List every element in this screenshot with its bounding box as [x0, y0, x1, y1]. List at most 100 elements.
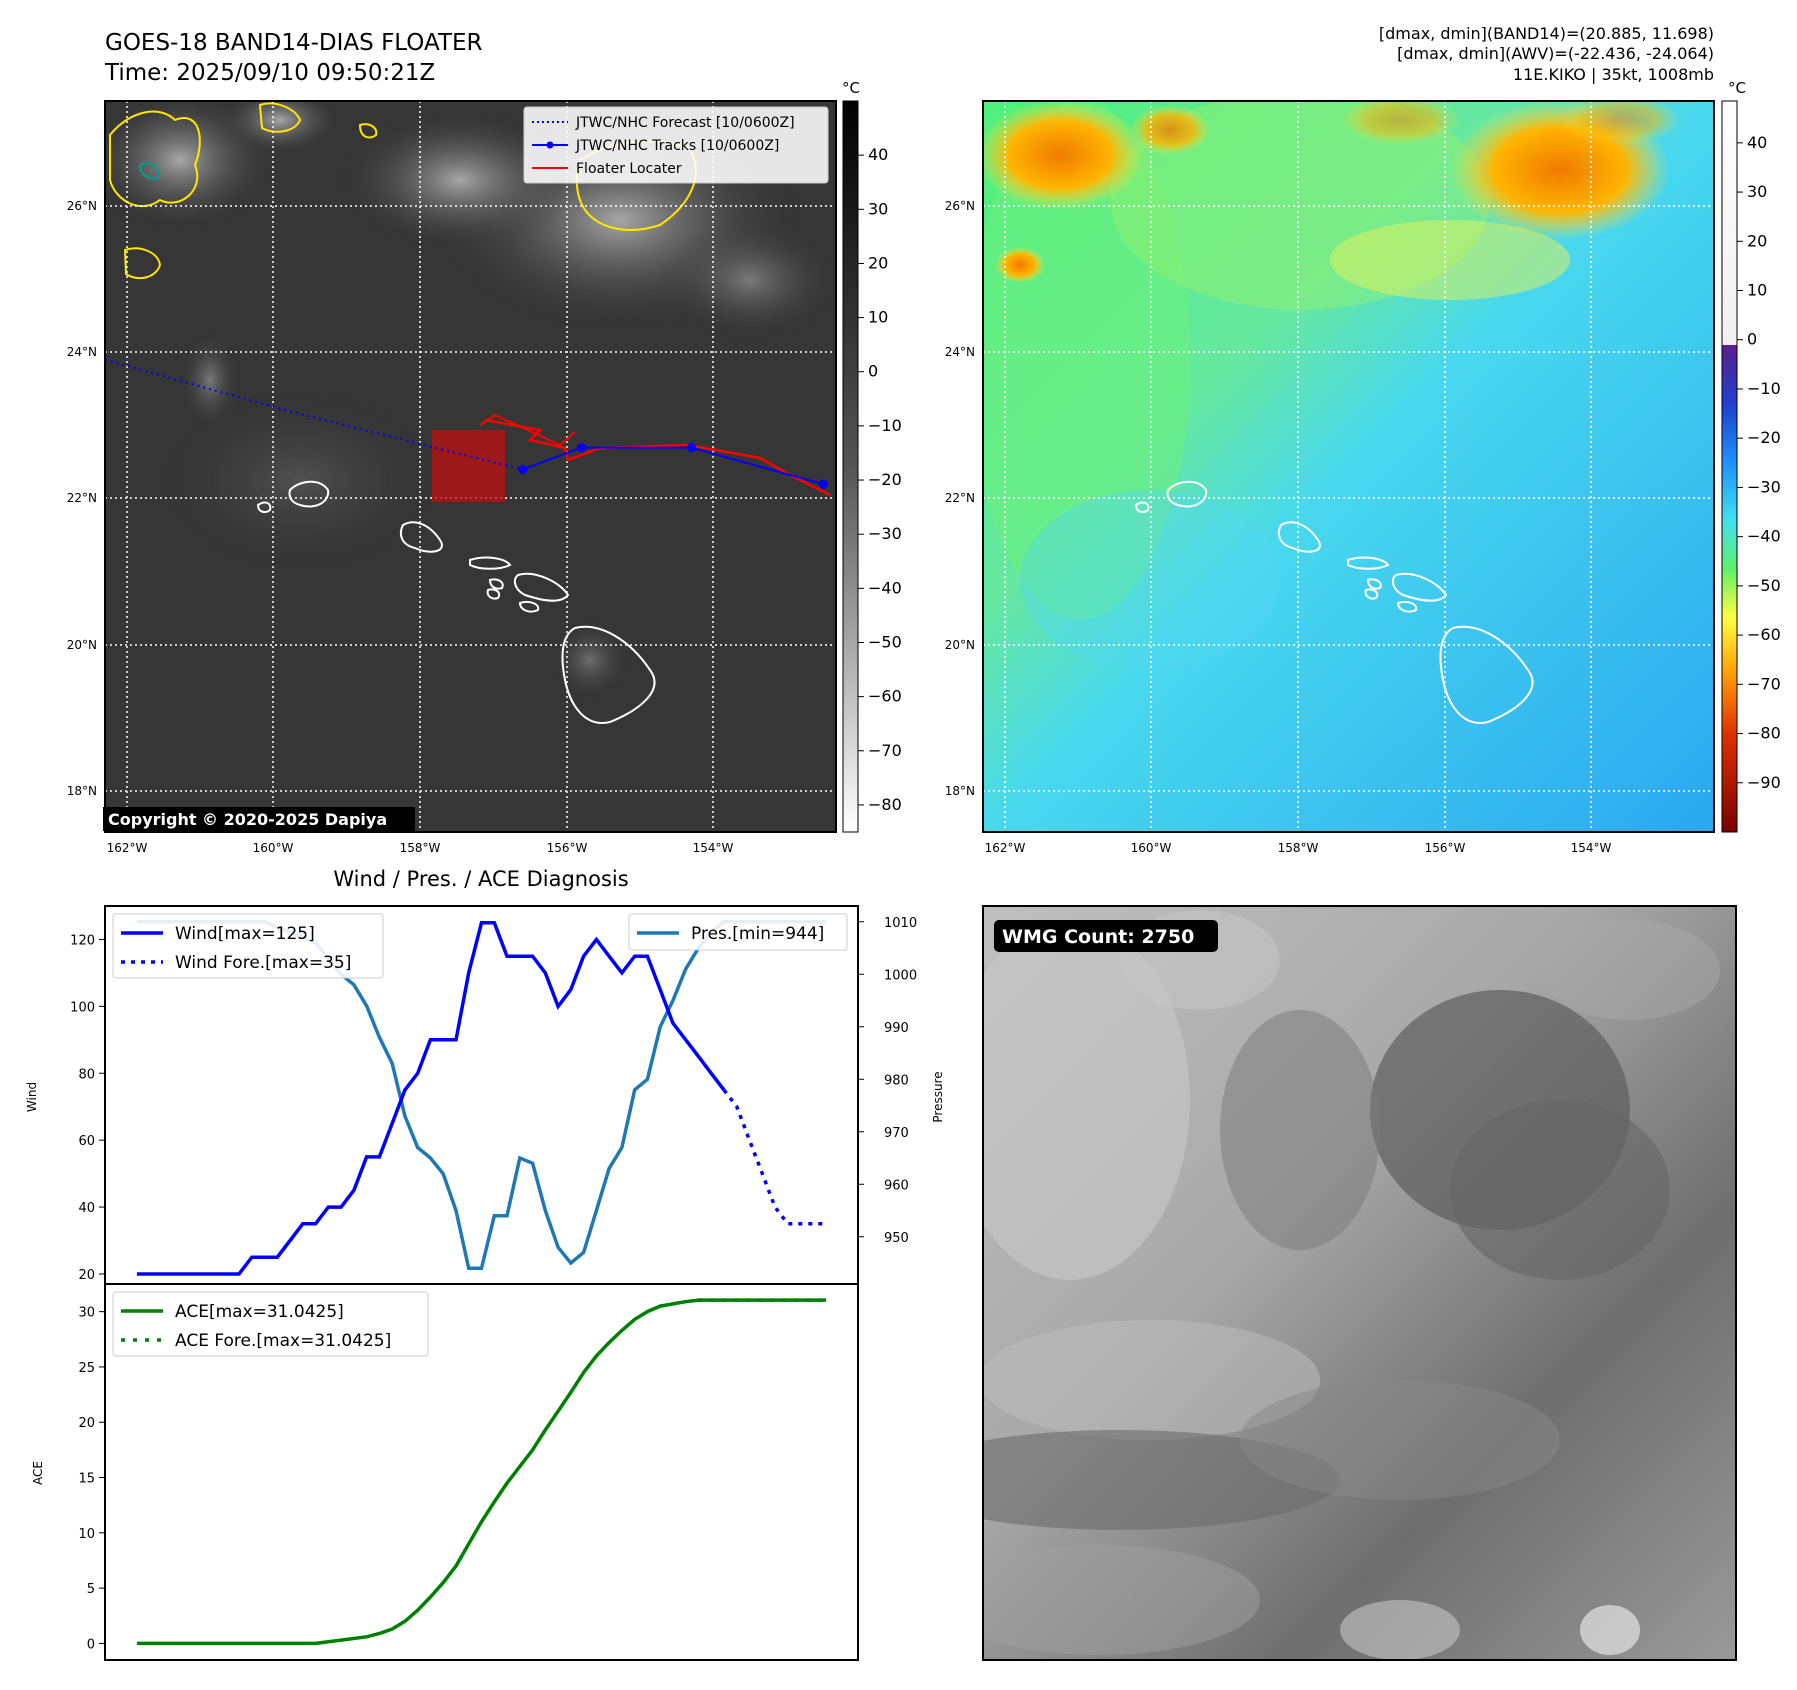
- colorbar-tick-label: −90: [1747, 773, 1781, 792]
- colorbar-tick-label: −80: [868, 795, 902, 814]
- ace-y-tick-label: 10: [78, 1527, 95, 1542]
- ir-lon-label: 154°W: [693, 841, 734, 855]
- colorbar-tick-label: 20: [1747, 231, 1767, 250]
- wv-lon-label: 156°W: [1425, 841, 1466, 855]
- wv-lon-label: 158°W: [1278, 841, 1319, 855]
- ace-y-tick-label: 5: [87, 1582, 95, 1597]
- ir-lat-label: 22°N: [67, 491, 97, 505]
- wv-lat-label: 20°N: [945, 638, 975, 652]
- ir-cold-core: [138, 162, 160, 180]
- wv-colorbar: °C 40 30 20 10 0 −10 −20 −30 −40 −50 −60 −70 −80 −90: [1721, 79, 1781, 833]
- wind-forecast-series-line: [722, 1088, 827, 1226]
- pressure-legend: Pres.[min=944]: [628, 913, 848, 951]
- ir-cloud-field: [105, 101, 836, 700]
- ir-coastlines: [256, 480, 656, 724]
- ir-lat-labels: 26°N 24°N 22°N 20°N 18°N: [67, 199, 97, 798]
- ace-y-tick-label: 30: [78, 1306, 95, 1321]
- track-point: [518, 465, 528, 475]
- legend-locater-label: Floater Locater: [576, 161, 682, 177]
- floater-locater-detail: [479, 413, 576, 447]
- colorbar-tick-label: −70: [868, 741, 902, 760]
- colorbar-tick-label: 30: [1747, 182, 1767, 201]
- colorbar-tick-label: −10: [1747, 379, 1781, 398]
- colorbar-tick-label: −30: [868, 524, 902, 543]
- colorbar-tick-label: 40: [868, 145, 888, 164]
- colorbar-tick-label: −60: [868, 687, 902, 706]
- ace-series-line: [136, 1298, 827, 1646]
- wind-axis-label: Wind: [25, 1082, 39, 1112]
- ir-lat-label: 24°N: [67, 345, 97, 359]
- colorbar-tick-label: −20: [868, 470, 902, 489]
- ace-y-tick-label: 15: [78, 1472, 95, 1487]
- info-line1: [dmax, dmin](BAND14)=(20.885, 11.698): [1379, 24, 1714, 43]
- colorbar-tick-label: −30: [1747, 477, 1781, 496]
- colorbar-tick-label: −10: [868, 416, 902, 435]
- forecast-track-line: [105, 358, 524, 471]
- colorbar-tick-label: 20: [868, 253, 888, 272]
- legend-track-label: JTWC/NHC Tracks [10/0600Z]: [575, 138, 779, 154]
- wind-y-tick-label: 120: [70, 933, 95, 948]
- track-point: [576, 443, 586, 453]
- wind-y-tick-label: 40: [78, 1201, 95, 1216]
- ir-legend: JTWC/NHC Forecast [10/0600Z] JTWC/NHC Tr…: [523, 106, 829, 184]
- legend-ace-label: ACE[max=31.0425]: [175, 1302, 344, 1322]
- copyright-text: Copyright © 2020-2025 Dapiya: [108, 810, 387, 829]
- wv-lat-label: 22°N: [945, 491, 975, 505]
- wv-lat-label: 26°N: [945, 199, 975, 213]
- ace-plot-frame: [104, 1283, 859, 1661]
- wv-lat-label: 24°N: [945, 345, 975, 359]
- pressure-axis-label: Pressure: [931, 1071, 945, 1122]
- colorbar-tick-label: −70: [1747, 674, 1781, 693]
- title-line1: GOES-18 BAND14-DIAS FLOATER: [105, 30, 483, 56]
- ir-map-panel: JTWC/NHC Forecast [10/0600Z] JTWC/NHC Tr…: [67, 100, 837, 855]
- colorbar-tick-label: 0: [1747, 330, 1757, 349]
- storm-track-points: [518, 443, 828, 489]
- wv-lon-labels: 162°W 160°W 158°W 156°W 154°W: [985, 841, 1612, 855]
- wv-lat-labels: 26°N 24°N 22°N 20°N 18°N: [945, 199, 975, 798]
- wmg-panel: WMG Count: 2750: [982, 905, 1737, 1661]
- ir-map-frame: [104, 100, 837, 833]
- legend-wind-label: Wind[max=125]: [175, 924, 315, 944]
- ir-lon-label: 156°W: [547, 841, 588, 855]
- wv-colorbar-ramp-cold: [1722, 345, 1737, 832]
- ir-colorbar-unit: °C: [842, 79, 860, 97]
- wv-map-frame: [982, 100, 1715, 833]
- wv-moisture-field: [983, 101, 1680, 670]
- legend-ace-forecast-label: ACE Fore.[max=31.0425]: [175, 1331, 391, 1351]
- ace-y-tick-label: 25: [78, 1361, 95, 1376]
- colorbar-tick-label: −50: [868, 632, 902, 651]
- colorbar-tick-label: 40: [1747, 133, 1767, 152]
- ace-chart: 0 5 10 15 20 25 30 ACE ACE[max=31.0425] ACE Fo…: [31, 1283, 859, 1661]
- wv-map-panel: 162°W 160°W 158°W 156°W 154°W 26°N 24°N …: [945, 100, 1715, 855]
- ir-lat-label: 20°N: [67, 638, 97, 652]
- wv-grid: [983, 101, 1714, 832]
- colorbar-tick-label: −80: [1747, 724, 1781, 743]
- wmg-texture: [983, 910, 1720, 1660]
- ir-lon-label: 160°W: [253, 841, 294, 855]
- ace-axis-label: ACE: [31, 1461, 45, 1485]
- wind-y-tick-label: 100: [70, 1000, 95, 1015]
- floater-locater-path: [484, 418, 831, 497]
- track-point: [686, 443, 696, 453]
- pressure-y-tick-label: 970: [884, 1126, 909, 1141]
- ir-lon-label: 158°W: [400, 841, 441, 855]
- track-point: [818, 479, 828, 489]
- pressure-y-tick-label: 960: [884, 1178, 909, 1193]
- colorbar-tick-label: −50: [1747, 576, 1781, 595]
- wv-lon-label: 162°W: [985, 841, 1026, 855]
- wv-lon-label: 154°W: [1571, 841, 1612, 855]
- ir-lon-label: 162°W: [107, 841, 148, 855]
- legend-forecast-label: JTWC/NHC Forecast [10/0600Z]: [575, 115, 795, 131]
- info-line2: [dmax, dmin](AWV)=(-22.436, -24.064): [1397, 44, 1714, 63]
- wv-lat-label: 18°N: [945, 784, 975, 798]
- colorbar-tick-label: 10: [868, 308, 888, 327]
- copyright-badge: [103, 807, 415, 831]
- colorbar-tick-label: −60: [1747, 625, 1781, 644]
- wv-colorbar-ramp-warm: [1722, 101, 1737, 345]
- ir-lat-label: 26°N: [67, 199, 97, 213]
- info-line3: 11E.KIKO | 35kt, 1008mb: [1513, 65, 1714, 84]
- wv-colorbar-unit: °C: [1728, 79, 1746, 97]
- colorbar-tick-label: −40: [1747, 527, 1781, 546]
- storm-track-line: [522, 446, 824, 486]
